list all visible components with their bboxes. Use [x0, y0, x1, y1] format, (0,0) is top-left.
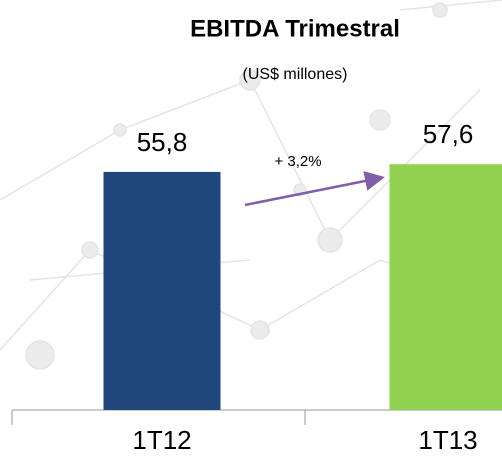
value-label: 55,8: [137, 127, 188, 157]
growth-arrow: [244, 171, 385, 207]
bar: [103, 171, 221, 410]
value-label: 57,6: [423, 119, 474, 149]
x-tick-label: 1T13: [418, 425, 477, 455]
chart-subtitle: (US$ millones): [243, 66, 348, 83]
annotation: + 3,2%: [274, 153, 321, 170]
bar: [389, 164, 502, 410]
x-tick-label: 1T12: [132, 425, 191, 455]
chart-title: EBITDA Trimestral: [190, 15, 400, 42]
